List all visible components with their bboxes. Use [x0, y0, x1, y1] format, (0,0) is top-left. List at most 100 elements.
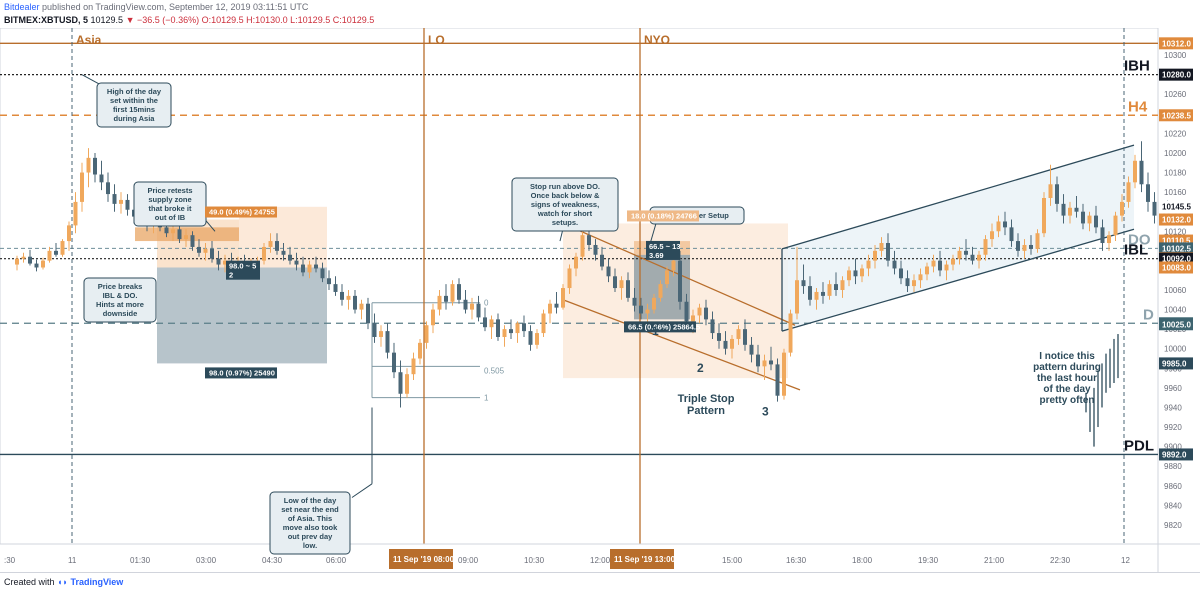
descending-channel-bottom — [562, 299, 801, 391]
session-label-lo: LO — [428, 33, 445, 47]
candle-body — [216, 258, 221, 265]
candle-body — [47, 250, 52, 261]
candle-body — [405, 374, 409, 394]
pattern-number-1: 1 — [652, 324, 659, 338]
candle-body — [905, 278, 910, 287]
candle-body — [307, 264, 312, 273]
candle-body — [918, 274, 923, 281]
candle-body — [587, 235, 591, 245]
candle-body — [164, 227, 169, 234]
candle-body — [418, 342, 422, 359]
candle-body — [1074, 207, 1079, 212]
candle-body — [730, 338, 734, 349]
author-link[interactable]: Bitdealer — [4, 2, 40, 12]
candle-body — [1081, 211, 1085, 224]
measure-label-2: 66.5 ~ 13 — [649, 242, 681, 251]
candle-body — [489, 319, 494, 328]
candle-body — [346, 295, 351, 300]
callout-low-of-day: Low of the day set near the end of Asia. T… — [281, 496, 339, 550]
candle-body — [177, 229, 182, 240]
candle-body — [606, 266, 611, 277]
tradingview-logo-icon[interactable]: ◖◗ — [57, 577, 68, 587]
candle-body — [1133, 160, 1137, 183]
candle-body — [710, 319, 715, 334]
price-tick-label: 10260 — [1164, 90, 1187, 99]
candle-body — [957, 250, 962, 259]
candle-body — [873, 250, 877, 261]
candle-body — [866, 260, 871, 269]
candle-body — [203, 248, 208, 253]
candle-body — [385, 331, 390, 353]
callout-price-breaks: Price breaks IBL & DO. Hints at more downsi… — [96, 282, 144, 318]
tradingview-brand[interactable]: TradingView — [70, 577, 124, 587]
measure-label-2-bg — [646, 240, 680, 251]
candle-body — [814, 291, 819, 300]
candle-body — [119, 199, 123, 204]
candle-body — [450, 284, 455, 302]
candle-body — [678, 260, 682, 302]
candle-body — [1152, 201, 1157, 216]
candle-body — [314, 264, 318, 269]
session-label-nyo: NYO — [644, 33, 670, 47]
candle-body — [171, 229, 175, 234]
candle-body — [99, 174, 104, 183]
level-label-d: D — [1143, 306, 1154, 323]
price-label: 10280.0 — [1162, 71, 1191, 80]
candle-body — [762, 360, 767, 367]
symbol-name[interactable]: BITMEX:XBTUSD, 5 — [4, 15, 89, 25]
candle-body — [561, 288, 565, 308]
candle-body — [372, 323, 377, 337]
price-tick-label: 10220 — [1164, 129, 1187, 138]
price-label-bg — [1159, 37, 1193, 50]
candle-body — [645, 309, 650, 314]
candle-body — [301, 264, 305, 273]
candle-body — [1009, 227, 1014, 242]
callout-stop-run-box — [511, 177, 619, 232]
candle-body — [67, 225, 71, 242]
time-tick-label: 06:00 — [326, 556, 347, 565]
time-tick-label: 15:00 — [722, 556, 743, 565]
candle-body — [860, 268, 864, 277]
candle-body — [951, 258, 955, 265]
price-label: 10312.0 — [1162, 39, 1191, 48]
publish-text: published on TradingView.com, September … — [42, 2, 309, 12]
candle-body — [756, 354, 760, 367]
candle-body — [613, 276, 617, 289]
candle-body — [54, 250, 58, 255]
price-tick-label: 9900 — [1164, 443, 1182, 452]
candle-body — [580, 235, 585, 257]
candle-body — [691, 315, 695, 322]
candle-body — [704, 307, 708, 320]
price-label: 9892.0 — [1162, 450, 1187, 459]
callout-price-retests: Price retests supply zone that broke it out… — [147, 186, 192, 222]
candle-body — [964, 250, 968, 255]
time-tick-label: 12 — [1121, 556, 1130, 565]
price-label-bg — [1159, 242, 1193, 255]
candle-body — [262, 246, 266, 261]
price-tick-label: 10160 — [1164, 188, 1187, 197]
candle-body — [437, 295, 442, 310]
level-label-ibh: IBH — [1124, 58, 1150, 75]
candle-body — [93, 157, 97, 175]
rising-channel-top — [781, 144, 1135, 250]
candle-body — [821, 291, 825, 296]
candle-body — [1061, 203, 1066, 216]
price-label: 10092.0 — [1162, 255, 1191, 264]
candle-body — [522, 323, 526, 332]
candle-body — [106, 182, 110, 195]
candle-body — [944, 264, 949, 271]
candle-body — [717, 333, 721, 341]
measure-label-1b: 2 — [229, 271, 233, 280]
candle-body — [1029, 244, 1033, 249]
symbol-info: BITMEX:XBTUSD, 5 10129.5 ▼ −36.5 (−0.36%… — [4, 15, 374, 25]
level-label-h4: H4 — [1128, 98, 1148, 115]
candle-body — [535, 333, 539, 345]
candle-body — [288, 254, 292, 261]
price-label: 10145.5 — [1162, 202, 1191, 211]
candle-body — [899, 268, 903, 279]
candle-body — [749, 344, 754, 355]
level-label-ibl: IBL — [1124, 242, 1148, 259]
candle-body — [775, 364, 780, 396]
price-tick-label: 9960 — [1164, 384, 1182, 393]
